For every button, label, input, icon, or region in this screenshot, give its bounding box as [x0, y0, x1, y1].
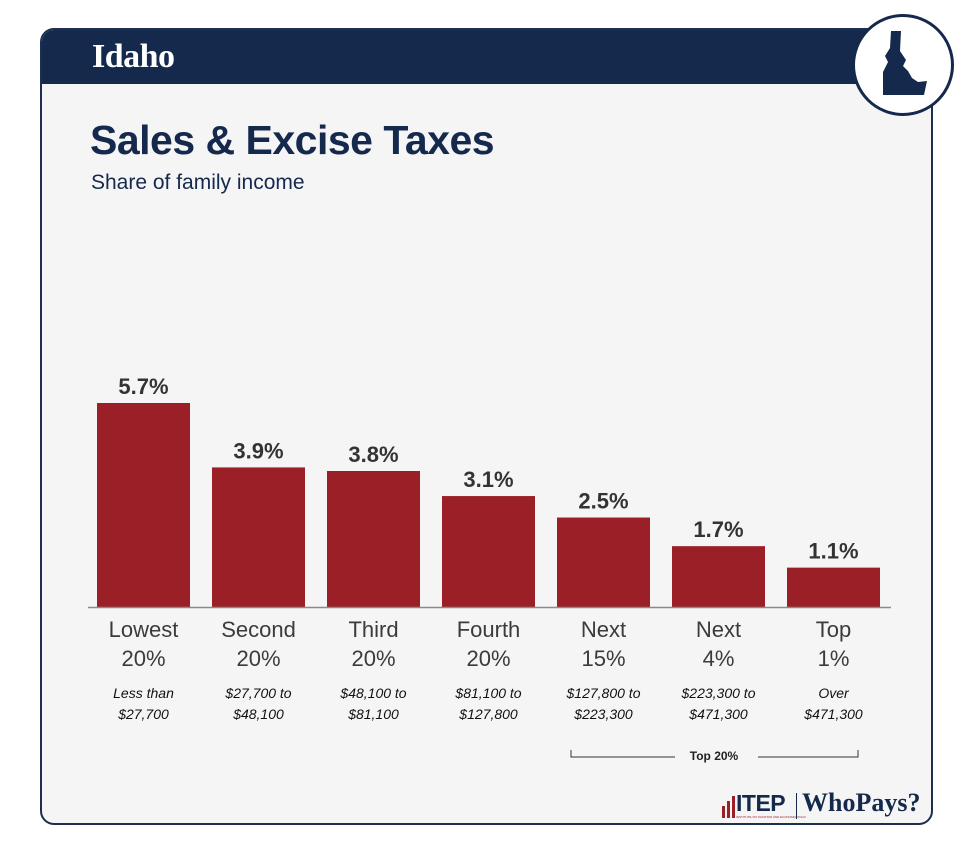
whopays-logo: WhoPays? — [802, 788, 921, 817]
bracket-left — [570, 750, 675, 758]
value-label-2: 3.9% — [233, 438, 283, 463]
value-label-5: 2.5% — [578, 489, 628, 514]
value-label-6: 1.7% — [693, 517, 743, 542]
itep-logo: ITEP — [736, 790, 786, 816]
bar-4 — [442, 496, 535, 607]
income-range-label-5: $127,800 to $223,300 — [566, 685, 641, 722]
income-range-label-1: Less than $27,700 — [113, 685, 174, 722]
value-label-7: 1.1% — [808, 539, 858, 564]
bar-6 — [672, 546, 765, 607]
bracket-right — [758, 750, 859, 758]
income-range-label-7: Over $471,300 — [804, 685, 863, 722]
value-label-1: 5.7% — [118, 374, 168, 399]
income-range-label-6: $223,300 to $471,300 — [681, 685, 756, 722]
bar-2 — [212, 467, 305, 607]
chart-title: Sales & Excise Taxes — [90, 117, 495, 163]
itep-subtitle: INSTITUTE ON TAXATION AND ECONOMIC POLIC… — [736, 815, 806, 819]
income-range-label-4: $81,100 to $127,800 — [455, 685, 522, 722]
bar-1 — [97, 403, 190, 607]
idaho-state-map-icon — [852, 14, 954, 116]
itep-bars-icon — [722, 796, 735, 818]
category-label-3: Third 20% — [348, 617, 399, 671]
category-label-7: Top 1% — [815, 617, 852, 671]
income-range-label-3: $48,100 to $81,100 — [340, 685, 407, 722]
chart-subtitle: Share of family income — [91, 171, 305, 194]
category-label-1: Lowest 20% — [108, 617, 179, 671]
bar-5 — [557, 517, 650, 607]
income-range-label-2: $27,700 to $48,100 — [225, 685, 292, 722]
value-label-4: 3.1% — [463, 467, 513, 492]
bar-7 — [787, 567, 880, 607]
category-label-2: Second 20% — [221, 617, 296, 671]
state-name: Idaho — [92, 38, 175, 75]
value-label-3: 3.8% — [348, 442, 398, 467]
category-label-4: Fourth 20% — [456, 617, 521, 671]
top-20-bracket-label: Top 20% — [689, 749, 739, 763]
bar-3 — [327, 471, 420, 607]
header-bar: Idaho — [42, 30, 931, 84]
logo-divider — [796, 793, 797, 819]
category-label-6: Next 4% — [695, 617, 742, 671]
category-label-5: Next 15% — [580, 617, 627, 671]
